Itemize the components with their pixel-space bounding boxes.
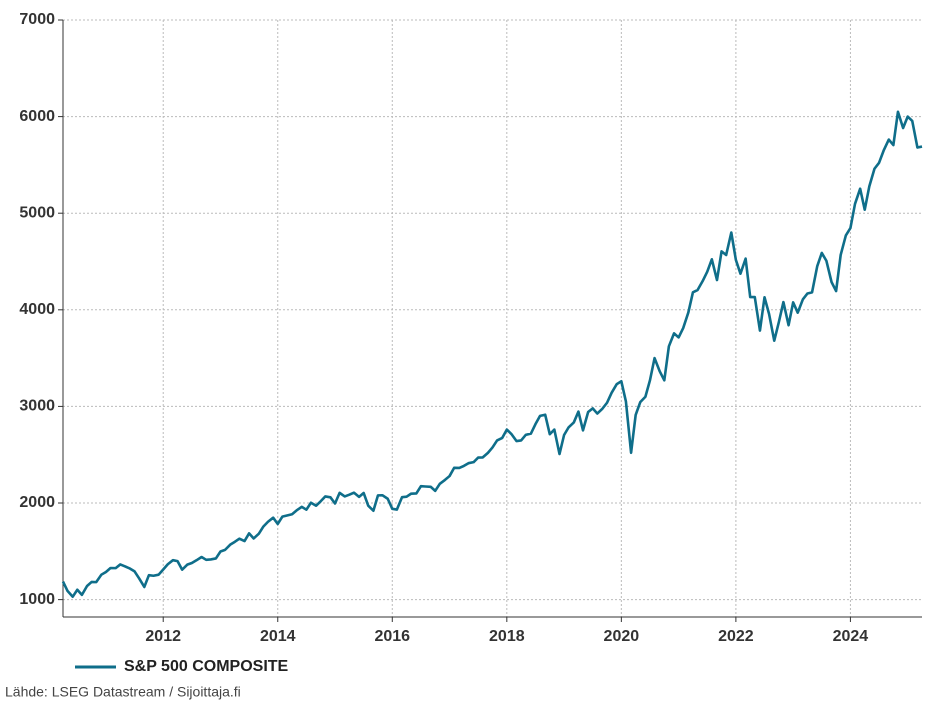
data-line xyxy=(61,110,923,599)
y-tick-label: 5000 xyxy=(19,204,55,221)
y-tick-label: 7000 xyxy=(19,11,55,28)
x-tick-label: 2018 xyxy=(489,628,525,645)
x-tick-label: 2024 xyxy=(833,628,869,645)
y-tick-label: 1000 xyxy=(19,591,55,608)
y-tick-label: 6000 xyxy=(19,108,55,125)
x-tick-label: 2022 xyxy=(718,628,754,645)
x-tick-label: 2016 xyxy=(374,628,410,645)
x-tick-label: 2014 xyxy=(260,628,296,645)
x-tick-label: 2020 xyxy=(604,628,640,645)
legend-label: S&P 500 COMPOSITE xyxy=(124,658,289,675)
x-tick-label: 2012 xyxy=(145,628,181,645)
y-tick-label: 4000 xyxy=(19,301,55,318)
y-tick-label: 3000 xyxy=(19,398,55,415)
source-note: Lähde: LSEG Datastream / Sijoittaja.fi xyxy=(5,684,241,700)
y-tick-label: 2000 xyxy=(19,494,55,511)
